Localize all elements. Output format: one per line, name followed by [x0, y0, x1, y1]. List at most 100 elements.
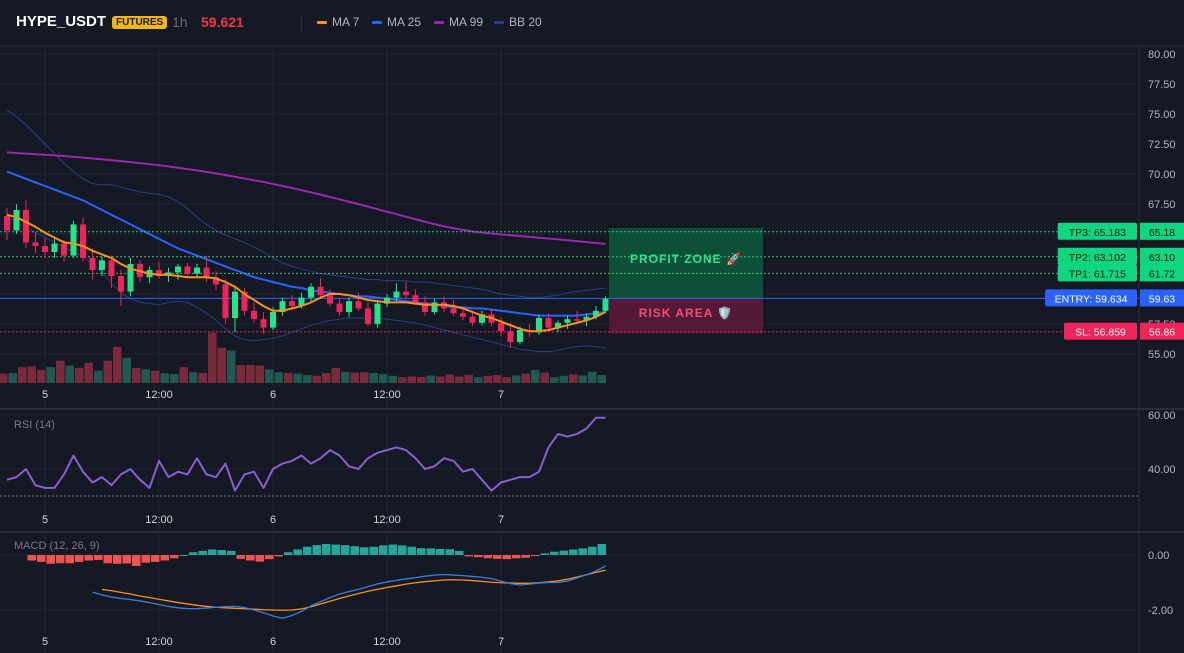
ma7-line [6, 213, 606, 333]
price-tick-label: 67.50 [1148, 199, 1176, 211]
header-divider [301, 14, 302, 32]
volume-bar [293, 373, 302, 383]
volume-bar [369, 372, 378, 383]
macd-histogram-bar [284, 552, 293, 555]
volume-bar [8, 372, 17, 383]
macd-histogram-bar [217, 550, 226, 555]
candle-body [327, 295, 333, 304]
volume-bar [103, 360, 112, 383]
candle-body [70, 224, 77, 256]
symbol-name[interactable]: HYPE_USDT [16, 13, 107, 30]
macd-histogram-bar [369, 546, 378, 555]
macd-histogram-bar [65, 555, 74, 564]
macd-histogram-bar [132, 555, 141, 566]
macd-histogram-bar [360, 547, 369, 555]
rsi-pane-title: RSI (14) [14, 419, 55, 431]
candle-body [232, 291, 238, 318]
volume-bar [426, 375, 435, 383]
volume-bar [27, 366, 36, 383]
volume-bar [379, 374, 388, 383]
price-tick-label: 77.50 [1148, 79, 1176, 91]
level-tag-label: TP3: 65.183 [1069, 227, 1126, 239]
axis-price-tag-label: 65.18 [1149, 227, 1175, 239]
bb-upper-line [6, 109, 606, 299]
macd-histogram-bar [75, 555, 84, 562]
macd-histogram-bar [483, 555, 492, 559]
volume-bar [445, 374, 454, 383]
volume-bar [341, 371, 350, 383]
interval-selector[interactable]: 1h [172, 14, 188, 30]
macd-histogram-bar [388, 544, 397, 555]
macd-histogram-bar [426, 548, 435, 555]
time-tick-label: 7 [498, 636, 504, 648]
legend-bb20[interactable]: BB 20 [494, 15, 542, 29]
last-price: 59.621 [201, 14, 244, 30]
time-tick-label: 5 [42, 636, 48, 648]
macd-histogram-bar [398, 545, 407, 555]
candle-body [4, 216, 10, 231]
volume-bar [179, 367, 188, 383]
candle-body [222, 284, 229, 318]
candle-body [241, 291, 248, 311]
macd-histogram-bar [407, 546, 416, 555]
time-tick-label: 5 [42, 514, 48, 526]
legend-ma99[interactable]: MA 99 [434, 15, 483, 29]
macd-histogram-bar [341, 545, 350, 555]
candle-body [412, 295, 419, 303]
candle-body [118, 276, 124, 292]
macd-histogram-bar [464, 555, 473, 557]
legend-swatch [434, 21, 444, 25]
macd-histogram-bar [122, 555, 131, 564]
macd-histogram-bar [588, 546, 597, 555]
macd-histogram-bar [417, 548, 426, 555]
macd-histogram-bar [246, 555, 255, 561]
candle-body [298, 297, 305, 306]
macd-histogram-bar [502, 555, 511, 560]
volume-bar [141, 369, 150, 383]
candle-body [99, 260, 105, 270]
candle-body [593, 310, 599, 317]
macd-histogram-bar [550, 551, 559, 555]
macd-histogram-bar [597, 544, 606, 555]
rsi-line [6, 416, 606, 492]
macd-histogram-bar [493, 555, 502, 559]
macd-histogram-bar [322, 544, 331, 555]
macd-histogram-bar [103, 555, 112, 564]
candle-body [574, 319, 580, 321]
candle-body [507, 331, 514, 342]
macd-histogram-bar [559, 550, 568, 555]
axis-price-tag-label: 63.10 [1149, 252, 1175, 264]
volume-bar [474, 377, 483, 383]
macd-histogram-bar [27, 555, 36, 561]
candle-body [431, 302, 438, 312]
macd-histogram-bar [198, 550, 207, 555]
candle-body [108, 260, 115, 276]
price-tick-label: 75.00 [1148, 109, 1176, 121]
legend-label: MA 99 [449, 15, 484, 29]
legend-ma25[interactable]: MA 25 [372, 15, 421, 29]
profit-zone [609, 228, 763, 299]
volume-bar [65, 365, 74, 383]
legend-ma7[interactable]: MA 7 [317, 15, 359, 29]
volume-bar [84, 362, 93, 383]
axis-price-tag-label: 56.86 [1149, 327, 1175, 339]
volume-bar [227, 350, 236, 383]
volume-bar [597, 375, 606, 383]
macd-histogram-bar [474, 555, 483, 558]
macd-histogram-bar [37, 555, 46, 562]
bb-lower-line [6, 215, 606, 353]
time-tick-label: 12:00 [373, 389, 401, 401]
macd-histogram-bar [455, 550, 464, 555]
volume-bar [464, 374, 473, 383]
chart-header: HYPE_USDT FUTURES 1h 59.621 MA 7 MA 25 M… [0, 0, 1184, 46]
macd-pane-title: MACD (12, 26, 9) [14, 540, 100, 552]
time-tick-label: 12:00 [373, 636, 401, 648]
macd-histogram-bar [208, 549, 217, 555]
volume-bar [569, 374, 578, 383]
volume-bar [588, 371, 597, 383]
volume-bar [521, 373, 530, 383]
candle-body [393, 291, 400, 298]
candle-body [279, 301, 286, 312]
macd-histogram-bar [170, 555, 179, 559]
